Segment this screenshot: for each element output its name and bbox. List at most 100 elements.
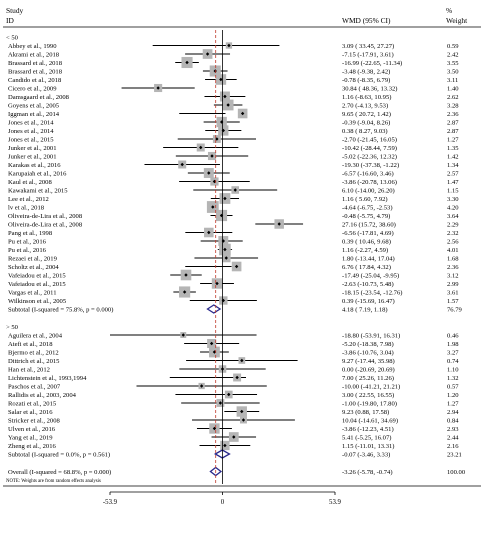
study-label: Jones et al., 2014 (8, 119, 54, 126)
study-ci: -17.49 (-25.04, -9.95) (342, 272, 399, 279)
study-weight: 1.68 (447, 255, 459, 262)
study-weight: 2.44 (447, 434, 459, 441)
subtotal-weight: 76.79 (447, 306, 463, 313)
study-ci: 1.80 (-13.44, 17.04) (342, 255, 395, 262)
study-label: Oliveira-de-Lira et al., 2008 (8, 221, 83, 228)
study-ci: -18.80 (-53.91, 16.31) (342, 332, 400, 339)
point-estimate (226, 103, 230, 107)
point-estimate (156, 86, 160, 90)
study-weight: 2.94 (447, 409, 459, 416)
study-weight: 2.29 (447, 221, 459, 228)
subtotal-label: Subtotal (I-squared = 0.0%, p = 0.561) (8, 451, 110, 458)
study-ci: -0.78 (-8.35, 6.79) (342, 77, 390, 84)
study-label: Jones et al., 2015 (8, 136, 54, 143)
point-estimate (235, 375, 239, 380)
x-axis: -53.9 0 53.9 (3, 485, 481, 506)
study-label: Dittrich et al., 2015 (8, 358, 60, 365)
study-ci: -19.30 (-37.38, -1.22) (342, 162, 399, 169)
study-ci: 27.16 (15.72, 38.60) (342, 221, 396, 228)
study-ci: -3.48 (-9.38, 2.42) (342, 68, 390, 75)
point-estimate (223, 94, 227, 99)
study-ci: 0.39 (-15.69, 16.47) (342, 298, 395, 305)
study-ci: -3.86 (-20.78, 13.06) (342, 179, 397, 186)
study-label: Goyens et al., 2005 (8, 102, 60, 109)
study-label: Han et al., 2012 (8, 366, 50, 373)
subtotal-diamond (206, 304, 222, 314)
study-ci: -3.86 (-10.76, 3.04) (342, 349, 394, 356)
study-ci: -6.57 (-16.60, 3.46) (342, 170, 394, 177)
point-estimate (199, 145, 203, 150)
point-estimate (223, 443, 227, 448)
study-label: Lichtenstein et al., 1993,1994 (8, 375, 87, 382)
header-study: Study (6, 6, 24, 15)
point-estimate (181, 333, 185, 337)
study-label: Jones et al., 2014 (8, 128, 54, 135)
header: Study ID WMD (95% CI) % Weight (6, 6, 468, 25)
study-weight: 0.84 (447, 417, 459, 424)
study-weight: 4.20 (447, 204, 459, 211)
study-ci: 0.00 (-20.69, 20.69) (342, 366, 395, 373)
point-estimate (227, 43, 231, 48)
point-estimate (215, 137, 219, 141)
study-ci: -5.20 (-18.38, 7.98) (342, 341, 394, 348)
point-estimate (207, 230, 211, 235)
study-weight: 0.74 (447, 358, 459, 365)
overall-label: Overall (I-squared = 68.8%, p = 0.000) (8, 469, 111, 476)
study-weight: 1.98 (447, 341, 459, 348)
point-estimate (212, 350, 217, 354)
study-ci: 3.00 ( 22.55, 16.55) (342, 392, 394, 399)
study-label: Rezaei et al., 2019 (8, 255, 58, 262)
tick-label: 53.9 (329, 499, 341, 506)
study-ci: -16.99 (-22.65, -11.34) (342, 60, 402, 67)
point-estimate (240, 358, 244, 363)
study-ci: -2.63 (-10.73, 5.48) (342, 281, 394, 288)
point-estimate (212, 426, 217, 431)
point-estimate (232, 435, 236, 439)
point-estimate (199, 384, 204, 388)
study-label: Rozati et al., 2015 (8, 400, 57, 407)
point-estimate (241, 418, 246, 422)
study-label: Wilkinson et al., 2005 (8, 298, 67, 305)
study-ci: 1.15 (-11.01, 13.31) (342, 443, 395, 450)
study-ci: -5.02 (-22.36, 12.32) (342, 153, 397, 160)
study-weight: 3.12 (447, 272, 459, 279)
study-label: Brassard et al., 2018 (8, 68, 63, 75)
study-ci: 9.27 (-17.44, 35.98) (342, 358, 395, 365)
study-label: Bjermo et al., 2012 (8, 349, 59, 356)
study-weight: 0.59 (447, 43, 459, 50)
overall-weight: 100.00 (447, 469, 466, 476)
weights-note: NOTE: Weights are from random effects an… (6, 479, 101, 484)
study-weight: 3.50 (447, 68, 459, 75)
study-ci: -7.15 (-17.91, 3.61) (342, 51, 394, 58)
point-estimate (240, 409, 244, 414)
study-label: Kawakami et al., 2015 (8, 187, 68, 194)
study-weight: 3.55 (447, 60, 459, 67)
study-ci: 9.65 ( 20.72, 1.42) (342, 111, 391, 118)
study-ci: 7.00 ( 25.26, 11.26) (342, 375, 394, 382)
study-ci: 10.04 (-14.61, 34.69) (342, 417, 398, 424)
point-estimate (223, 247, 227, 252)
study-ci: 30.84 ( 48.36, 13.32) (342, 85, 398, 92)
study-weight: 4.01 (447, 247, 459, 254)
point-estimate (209, 341, 214, 346)
study-label: Iggman et al., 2014 (8, 111, 60, 118)
study-label: Junker et al., 2001 (8, 153, 57, 160)
study-weight: 3.61 (447, 289, 459, 296)
group-label: > 50 (6, 324, 19, 331)
study-weight: 3.28 (447, 102, 459, 109)
point-estimate (240, 111, 245, 116)
study-weight: 2.32 (447, 230, 459, 237)
study-ci: -1.00 (-19.80, 17.80) (342, 400, 397, 407)
point-estimate (218, 401, 223, 405)
study-label: Oliveira-de-Lira et al., 2008 (8, 213, 83, 220)
study-label: Vafeiadou et al., 2015 (8, 272, 66, 279)
study-label: Candido et al., 2018 (8, 77, 62, 84)
study-label: Lee et al., 2012 (8, 196, 49, 203)
study-weight: 2.16 (447, 443, 459, 450)
point-estimate (207, 171, 211, 175)
study-label: Damsgaard et al., 2008 (8, 94, 70, 101)
study-label: lv et al., 2018 (8, 204, 45, 211)
point-estimate (224, 256, 228, 260)
study-label: Vargas et al., 2011 (8, 289, 57, 296)
